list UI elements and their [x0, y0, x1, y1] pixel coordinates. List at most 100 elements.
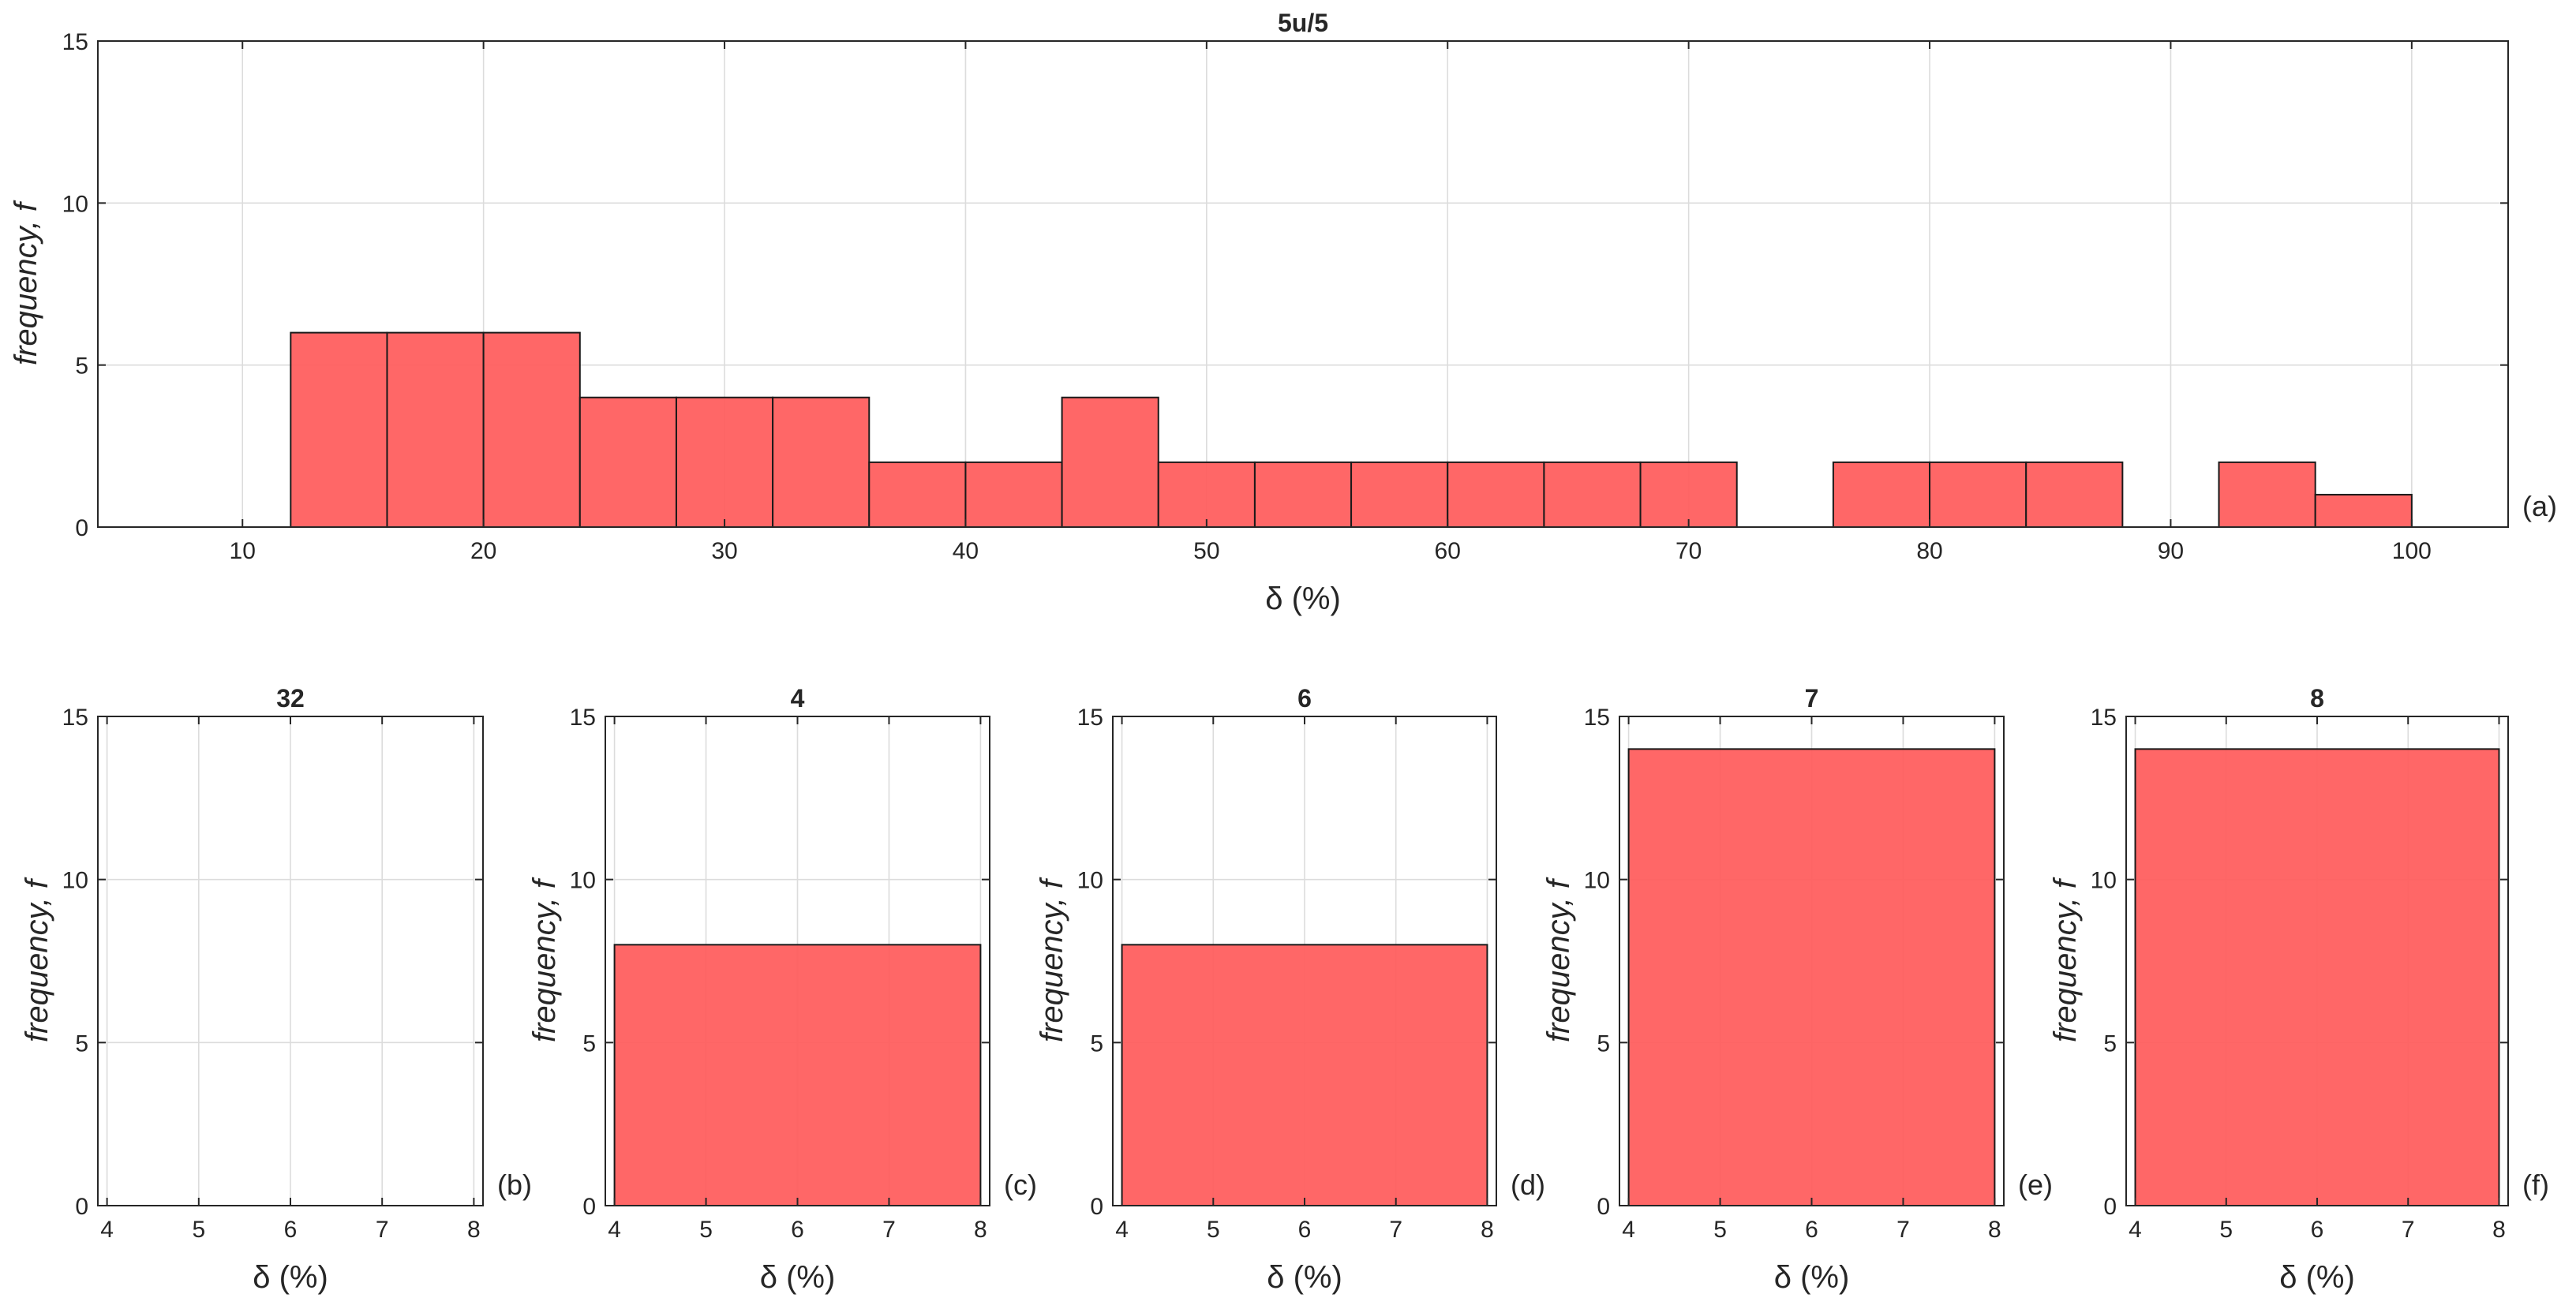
panel-a-bar — [2314, 493, 2413, 529]
panel-e-x-tick-label: 8 — [1988, 1217, 2001, 1243]
panel-a-axes-frame — [97, 40, 2509, 528]
panel-e-y-tick-label: 15 — [1584, 705, 1610, 731]
panel-e-y-tick-label: 10 — [1584, 868, 1610, 894]
panel-d-title: 6 — [1297, 684, 1312, 712]
panel-a-x-tick-label: 30 — [711, 538, 737, 564]
panel-c-x-tick-label: 4 — [608, 1217, 621, 1243]
panel-a-bar — [868, 461, 967, 528]
panel-e-x-axis-label: δ (%) — [1774, 1260, 1850, 1295]
panel-a-x-tick-label: 60 — [1435, 538, 1461, 564]
panel-b-panel-tag: (b) — [497, 1169, 532, 1201]
panel-b-y-axis-label: frequency, f — [20, 877, 54, 1042]
panel-c-y-tick-label: 15 — [570, 705, 596, 731]
panel-f-x-tick-label: 7 — [2402, 1217, 2415, 1243]
panel-a-x-tick-label: 50 — [1193, 538, 1219, 564]
panel-f-y-tick-label: 0 — [2103, 1194, 2117, 1220]
panel-e-panel-tag: (e) — [2018, 1169, 2053, 1201]
panel-d-y-tick-label: 0 — [1090, 1194, 1103, 1220]
panel-b-x-tick-label: 8 — [467, 1217, 481, 1243]
panel-a-bar — [964, 461, 1063, 528]
panel-e-x-tick-label: 5 — [1713, 1217, 1727, 1243]
panel-e-bar — [1627, 748, 1996, 1206]
panel-a-bar — [2218, 461, 2316, 528]
panel-f-x-tick-label: 6 — [2311, 1217, 2324, 1243]
panel-a-bar — [1253, 461, 1353, 528]
panel-a-bar — [482, 331, 581, 528]
panel-a-bar — [772, 396, 871, 528]
panel-f-y-tick-label: 10 — [2091, 868, 2117, 894]
panel-a-x-tick-label: 80 — [1916, 538, 1942, 564]
panel-a-bar — [1832, 461, 1931, 528]
panel-e-x-tick-label: 7 — [1896, 1217, 1910, 1243]
panel-a-bar — [1639, 461, 1738, 528]
panel-f-y-tick-label: 5 — [2103, 1030, 2117, 1057]
panel-f-panel-tag: (f) — [2522, 1169, 2549, 1201]
panel-d-bar — [1121, 944, 1488, 1207]
panel-b-y-tick-label: 15 — [62, 705, 88, 731]
panel-a-bar — [1157, 461, 1256, 528]
panel-b-y-tick-label: 0 — [75, 1194, 88, 1220]
panel-a-y-axis-label: frequency, f — [9, 200, 43, 365]
panel-d-x-axis-label: δ (%) — [1267, 1260, 1342, 1295]
panel-a-bar — [2025, 461, 2124, 528]
panel-c-x-axis-label: δ (%) — [760, 1260, 836, 1295]
panel-e-title: 7 — [1805, 684, 1819, 712]
panel-a-bar — [1929, 461, 2027, 528]
panel-b-x-tick-label: 4 — [100, 1217, 114, 1243]
panel-a-bar — [1061, 396, 1159, 528]
panel-c-y-tick-label: 10 — [570, 868, 596, 894]
panel-a-bar — [1543, 461, 1642, 528]
panel-c-y-tick-label: 5 — [582, 1030, 596, 1057]
panel-c-panel-tag: (c) — [1004, 1169, 1037, 1201]
panel-b-x-axis-label: δ (%) — [253, 1260, 328, 1295]
panel-f-bar — [2134, 748, 2500, 1206]
panel-b-y-tick-label: 10 — [62, 868, 88, 894]
panel-b-x-tick-label: 7 — [376, 1217, 389, 1243]
panel-a-bar — [290, 331, 388, 528]
panel-b-y-tick-label: 5 — [75, 1030, 88, 1057]
panel-f-x-axis-label: δ (%) — [2279, 1260, 2355, 1295]
panel-f-x-tick-label: 5 — [2219, 1217, 2233, 1243]
panel-a-bar — [1350, 461, 1449, 528]
panel-b-title: 32 — [276, 684, 305, 712]
panel-a-bar — [675, 396, 774, 528]
panel-f-x-tick-label: 8 — [2492, 1217, 2506, 1243]
panel-a-x-tick-label: 90 — [2158, 538, 2184, 564]
panel-a-bar — [386, 331, 485, 528]
panel-a-bar — [578, 396, 677, 528]
panel-d-x-tick-label: 5 — [1207, 1217, 1220, 1243]
panel-a-x-tick-label: 10 — [230, 538, 256, 564]
panel-d-panel-tag: (d) — [1511, 1169, 1545, 1201]
panel-a-y-tick-label: 10 — [62, 191, 88, 217]
panel-e-x-tick-label: 6 — [1805, 1217, 1818, 1243]
panel-f-y-axis-label: frequency, f — [2048, 877, 2083, 1042]
panel-d-y-tick-label: 15 — [1077, 705, 1103, 731]
panel-a-panel-tag: (a) — [2522, 490, 2557, 522]
panel-d-x-tick-label: 8 — [1481, 1217, 1494, 1243]
panel-a-x-tick-label: 20 — [470, 538, 496, 564]
panel-c-x-tick-label: 6 — [791, 1217, 804, 1243]
panel-d-x-tick-label: 4 — [1115, 1217, 1129, 1243]
panel-d-y-axis-label: frequency, f — [1035, 877, 1069, 1042]
panel-e-x-tick-label: 4 — [1622, 1217, 1635, 1243]
panel-d-y-tick-label: 10 — [1077, 868, 1103, 894]
panel-a-x-tick-label: 100 — [2392, 538, 2432, 564]
panel-d-x-tick-label: 7 — [1389, 1217, 1402, 1243]
panel-a-x-tick-label: 40 — [953, 538, 979, 564]
panel-d-y-tick-label: 5 — [1090, 1030, 1103, 1057]
panel-a-y-tick-label: 15 — [62, 29, 88, 55]
panel-c-x-tick-label: 5 — [699, 1217, 713, 1243]
panel-d-x-tick-label: 6 — [1298, 1217, 1312, 1243]
panel-e-y-axis-label: frequency, f — [1541, 877, 1576, 1042]
panel-f-title: 8 — [2310, 684, 2324, 712]
panel-c-y-tick-label: 0 — [582, 1194, 596, 1220]
panel-a-y-tick-label: 0 — [75, 515, 88, 541]
panel-a-title: 5u/5 — [1278, 9, 1328, 37]
panel-c-x-tick-label: 8 — [974, 1217, 987, 1243]
panel-f-x-tick-label: 4 — [2129, 1217, 2142, 1243]
panel-f-y-tick-label: 15 — [2091, 705, 2117, 731]
panel-c-title: 4 — [791, 684, 805, 712]
panel-a-y-tick-label: 5 — [75, 353, 88, 380]
panel-c-y-axis-label: frequency, f — [527, 877, 562, 1042]
